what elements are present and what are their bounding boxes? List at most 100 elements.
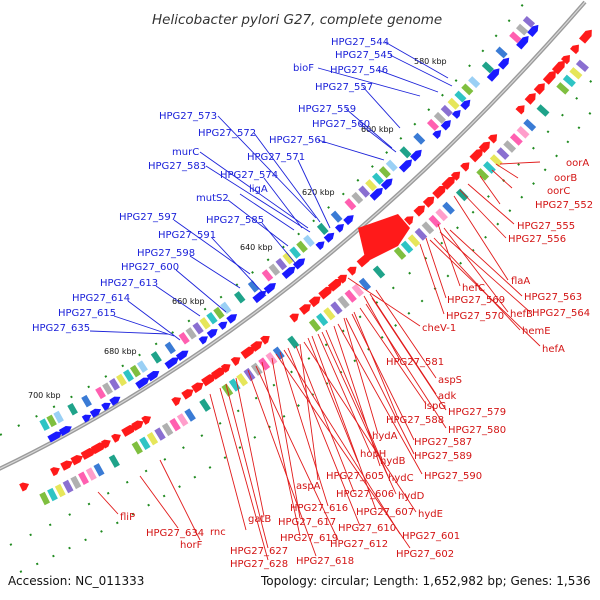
reverse-gene-arrow: [432, 130, 442, 140]
cog-category-block: [261, 269, 274, 282]
gene-label-reverse: HPG27_581: [386, 357, 444, 368]
gene-label-reverse: cheV-1: [422, 323, 456, 334]
cog-category-block: [150, 351, 162, 364]
cog-category-block: [455, 188, 469, 202]
leader-line: [219, 387, 269, 561]
forward-gene-arrow: [250, 341, 263, 352]
cog-category-block: [351, 283, 364, 297]
reverse-gene-arrow: [516, 35, 529, 50]
reverse-gene-arrow: [410, 149, 422, 162]
reverse-gene-arrow: [198, 336, 208, 345]
leader-line: [127, 300, 181, 341]
gene-label-reverse: HPG27_552: [535, 200, 593, 211]
gene-label-reverse: HPG27_616: [290, 503, 348, 514]
forward-gene-arrow: [19, 482, 30, 492]
gene-label-reverse: hefC: [462, 283, 485, 294]
leader-line: [159, 459, 201, 541]
reverse-gene-arrow: [58, 425, 72, 437]
leader-line: [297, 159, 331, 229]
forward-gene-arrow: [524, 93, 536, 105]
cog-category-block: [400, 240, 414, 254]
reverse-gene-arrow: [89, 408, 101, 418]
cog-category-block: [268, 263, 281, 276]
gene-label-forward: HPG27_545: [335, 50, 393, 61]
cog-category-block: [351, 191, 364, 205]
gene-label-forward: HPG27_597: [119, 212, 177, 223]
forward-gene-arrow: [308, 296, 321, 308]
reverse-gene-arrow: [252, 290, 267, 304]
cog-category-block: [509, 31, 522, 44]
cog-category-block: [54, 483, 66, 498]
gene-label-forward: HPG27_546: [330, 65, 388, 76]
cog-category-block: [129, 364, 141, 378]
cog-category-block: [250, 362, 263, 376]
gene-label-reverse: HPG27_555: [517, 221, 575, 232]
gene-label-forward: HPG27_572: [198, 128, 256, 139]
gene-label-reverse: HPG27_628: [230, 559, 288, 570]
cog-category-block: [495, 46, 508, 59]
forward-gene-arrow: [432, 185, 446, 199]
reverse-gene-arrow: [109, 396, 121, 406]
gene-label-forward: HPG27_614: [72, 293, 130, 304]
reverse-gene-arrow: [323, 232, 335, 243]
leader-line: [175, 269, 227, 313]
leader-line: [317, 67, 421, 97]
reverse-gene-arrow: [226, 314, 238, 324]
reverse-gene-arrow: [175, 350, 189, 362]
leader-line: [235, 377, 265, 517]
cog-category-block: [536, 104, 550, 117]
gene-label-forward: HPG27_600: [121, 262, 179, 273]
cog-category-block: [62, 479, 74, 494]
gene-label-reverse: aspA: [296, 481, 321, 492]
gene-label-reverse: HPG27_590: [424, 471, 482, 482]
gene-label-reverse: HPG27_634: [146, 528, 204, 539]
leader-line: [389, 54, 453, 87]
leader-line: [353, 311, 399, 419]
reverse-gene-arrow: [47, 431, 63, 443]
forward-gene-arrow: [318, 286, 333, 300]
cog-category-block: [496, 147, 510, 160]
gene-label-forward: murC: [172, 147, 199, 158]
cog-category-block: [67, 402, 78, 416]
gene-label-reverse: HPG27_580: [448, 425, 506, 436]
leader-line: [247, 369, 317, 557]
leader-line: [371, 297, 447, 411]
leader-line: [295, 345, 355, 493]
leader-line: [499, 161, 541, 165]
leader-line: [279, 351, 329, 507]
forward-gene-arrow: [542, 70, 556, 85]
gene-label-reverse: oorB: [554, 173, 577, 184]
gene-label-reverse: flaA: [511, 276, 530, 287]
cog-category-block: [428, 214, 442, 228]
cog-category-block: [146, 432, 159, 446]
forward-gene-arrow: [441, 176, 456, 190]
cog-category-block: [523, 118, 537, 132]
gene-label-reverse: fliP: [120, 512, 135, 523]
scale-tick-label: 640 kbp: [240, 243, 273, 252]
cog-category-block: [414, 227, 428, 241]
cog-category-block: [296, 240, 308, 253]
leader-line: [359, 307, 427, 405]
leader-line: [467, 183, 515, 225]
gene-label-reverse: hydA: [372, 431, 398, 442]
cog-category-block: [399, 146, 412, 159]
reverse-gene-arrow: [369, 187, 383, 201]
gene-label-reverse: HPG27_619: [280, 533, 338, 544]
forward-gene-arrow: [181, 389, 194, 400]
cog-category-block: [287, 335, 300, 349]
cog-category-block: [344, 289, 357, 303]
leader-line: [199, 151, 309, 229]
gene-label-forward: HPG27_615: [58, 308, 116, 319]
reverse-gene-arrow: [486, 68, 500, 82]
gene-label-reverse: HPG27_606: [336, 489, 394, 500]
scale-tick-label: 580 kbp: [414, 57, 447, 66]
cog-category-block: [421, 221, 435, 235]
scale-tick-label: 620 kbp: [302, 188, 335, 197]
leader-line: [225, 383, 269, 549]
leader-line: [321, 331, 397, 495]
leader-line: [453, 195, 509, 281]
genome-summary-text: Topology: circular; Length: 1,652,982 bp…: [260, 574, 591, 588]
cog-category-block: [39, 418, 50, 431]
